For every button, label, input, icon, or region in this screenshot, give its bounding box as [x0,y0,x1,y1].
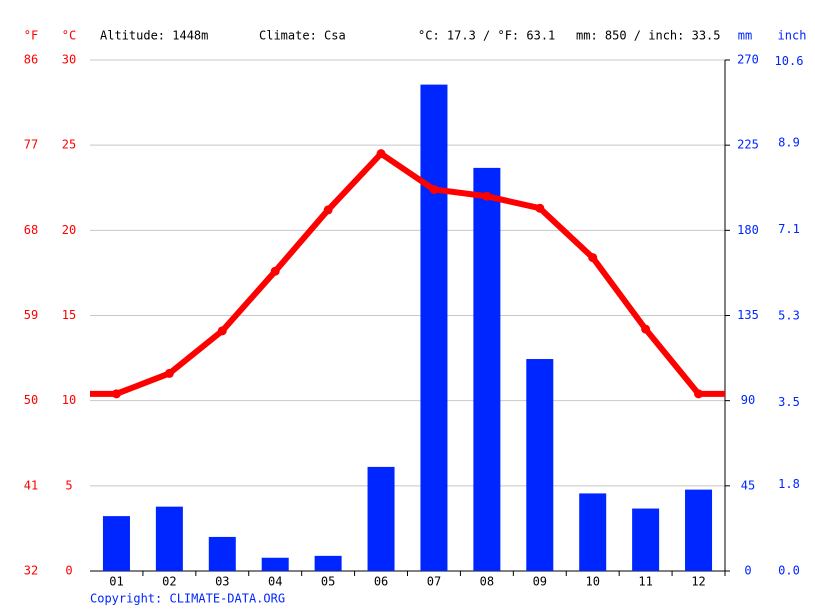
annotation: Altitude: 1448m [100,29,208,43]
x-tick-label: 07 [427,575,441,589]
bar [420,84,448,572]
y-tick-label: 25 [62,138,76,152]
bar [314,555,342,571]
y-tick-label: 10.6 [775,54,804,68]
temperature-point [164,368,174,378]
bar [685,489,713,571]
y-tick-label: 77 [24,138,38,152]
y-tick-label: 68 [24,223,38,237]
x-tick-label: 09 [533,575,547,589]
y-tick-label: 270 [737,53,759,67]
y-tick-label: 20 [62,223,76,237]
temperature-point [111,389,121,399]
y-tick-label: 7.1 [778,222,800,236]
y-tick-label: 32 [24,564,38,578]
bar [208,536,236,571]
temperature-line [115,150,701,397]
temperature-point [694,389,704,399]
annotation: °C: 17.3 / °F: 63.1 [418,29,555,43]
y-tick-label: 50 [24,393,38,407]
y-tick-label: 180 [737,223,759,237]
y-tick-label: 86 [24,53,38,67]
y-tick-label: 30 [62,53,76,67]
y-tick-label: 90 [741,393,755,407]
y-tick-label: 135 [737,308,759,322]
bar [102,516,130,571]
x-tick-label: 05 [321,575,335,589]
annotation: Climate: Csa [259,29,346,43]
temperature-point [217,326,227,336]
annotation: mm: 850 / inch: 33.5 [576,29,721,43]
y-tick-label: 8.9 [778,136,800,150]
y-tick-label: 10 [62,393,76,407]
y-tick-label: 15 [62,308,76,322]
y-tick-label: 3.5 [778,395,800,409]
x-tick-label: 11 [638,575,652,589]
y-tick-label: 225 [737,138,759,152]
y-tick-label: 5 [65,478,72,492]
x-tick-label: 10 [585,575,599,589]
y-tick-label: 0 [744,564,751,578]
temperature-point [323,205,333,215]
y-tick-label: 5.3 [778,309,800,323]
y-tick-label: 1.8 [778,477,800,491]
bar [526,359,554,571]
copyright: Copyright: CLIMATE-DATA.ORG [90,592,285,606]
bar [579,493,607,571]
x-tick-label: 12 [691,575,705,589]
f-axis-label: °F [24,29,38,43]
c-axis-label: °C [62,29,76,43]
temperature-point [588,253,598,263]
y-tick-label: 45 [741,478,755,492]
x-tick-label: 03 [215,575,229,589]
y-tick-label: 41 [24,478,38,492]
bar [261,557,289,571]
bar [632,508,660,571]
bar [473,167,501,571]
temperature-point [535,203,545,213]
temperature-point [482,191,492,201]
temperature-point [270,266,280,276]
inch-axis-label: inch [778,29,807,43]
x-tick-label: 02 [162,575,176,589]
temperature-point [641,324,651,334]
x-tick-label: 06 [374,575,388,589]
y-tick-label: 59 [24,308,38,322]
y-tick-label: 0.0 [778,564,800,578]
temperature-point [376,149,386,159]
bar [367,466,395,571]
x-tick-label: 01 [109,575,123,589]
x-tick-label: 04 [268,575,282,589]
mm-axis-label: mm [738,29,752,43]
bar [155,506,183,571]
temperature-point [429,184,439,194]
x-tick-label: 08 [480,575,494,589]
y-tick-label: 0 [65,564,72,578]
